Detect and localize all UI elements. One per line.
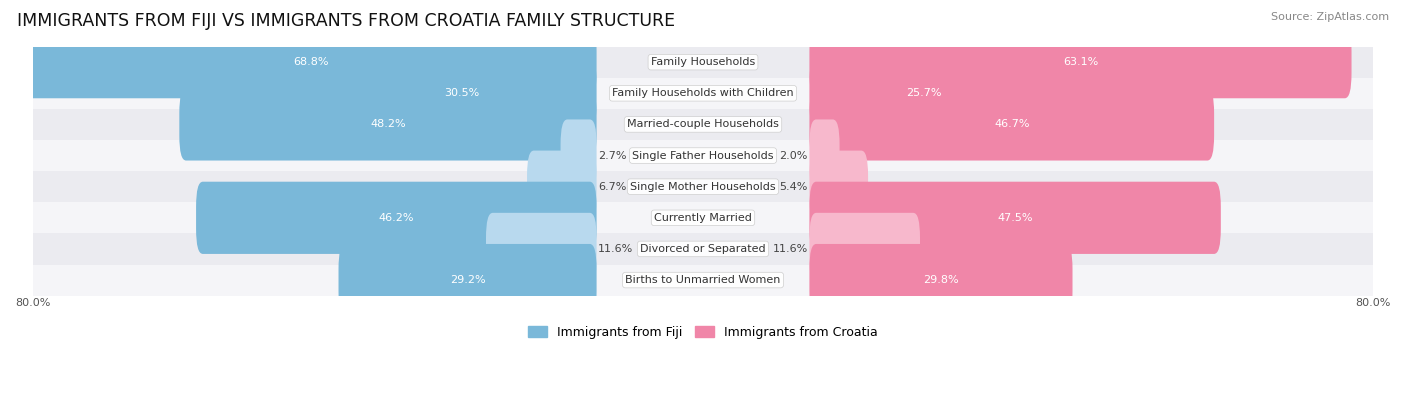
Bar [32,140,1374,171]
FancyBboxPatch shape [810,182,1220,254]
FancyBboxPatch shape [25,26,596,98]
Text: 11.6%: 11.6% [772,244,807,254]
Text: IMMIGRANTS FROM FIJI VS IMMIGRANTS FROM CROATIA FAMILY STRUCTURE: IMMIGRANTS FROM FIJI VS IMMIGRANTS FROM … [17,12,675,30]
Bar [32,171,1374,202]
Text: 46.2%: 46.2% [378,213,415,223]
Bar [32,47,1374,78]
FancyBboxPatch shape [810,213,920,285]
FancyBboxPatch shape [486,213,596,285]
FancyBboxPatch shape [195,182,596,254]
FancyBboxPatch shape [328,57,596,130]
Text: Divorced or Separated: Divorced or Separated [640,244,766,254]
Text: 2.7%: 2.7% [599,150,627,160]
Text: Currently Married: Currently Married [654,213,752,223]
Text: 5.4%: 5.4% [779,182,807,192]
Text: Family Households with Children: Family Households with Children [612,88,794,98]
Text: Family Households: Family Households [651,57,755,67]
FancyBboxPatch shape [180,88,596,160]
Bar [32,78,1374,109]
FancyBboxPatch shape [810,150,868,223]
Bar [32,265,1374,295]
Text: 6.7%: 6.7% [599,182,627,192]
Text: 63.1%: 63.1% [1063,57,1098,67]
FancyBboxPatch shape [339,244,596,316]
Text: 11.6%: 11.6% [599,244,634,254]
Text: 46.7%: 46.7% [994,119,1029,130]
Text: 80.0%: 80.0% [1355,298,1391,308]
Bar [32,233,1374,265]
Text: Single Mother Households: Single Mother Households [630,182,776,192]
Text: 30.5%: 30.5% [444,88,479,98]
Bar [32,202,1374,233]
Text: 29.2%: 29.2% [450,275,485,285]
Text: 29.8%: 29.8% [924,275,959,285]
Bar [32,109,1374,140]
Text: 47.5%: 47.5% [997,213,1033,223]
Text: Source: ZipAtlas.com: Source: ZipAtlas.com [1271,12,1389,22]
FancyBboxPatch shape [810,57,1038,130]
Text: 48.2%: 48.2% [370,119,406,130]
Legend: Immigrants from Fiji, Immigrants from Croatia: Immigrants from Fiji, Immigrants from Cr… [523,321,883,344]
Text: Single Father Households: Single Father Households [633,150,773,160]
Text: Births to Unmarried Women: Births to Unmarried Women [626,275,780,285]
Text: 25.7%: 25.7% [905,88,942,98]
Text: Married-couple Households: Married-couple Households [627,119,779,130]
FancyBboxPatch shape [810,244,1073,316]
Text: 2.0%: 2.0% [779,150,807,160]
FancyBboxPatch shape [561,119,596,192]
Text: 68.8%: 68.8% [294,57,329,67]
Text: 80.0%: 80.0% [15,298,51,308]
FancyBboxPatch shape [810,26,1351,98]
FancyBboxPatch shape [810,119,839,192]
FancyBboxPatch shape [527,150,596,223]
FancyBboxPatch shape [810,88,1215,160]
